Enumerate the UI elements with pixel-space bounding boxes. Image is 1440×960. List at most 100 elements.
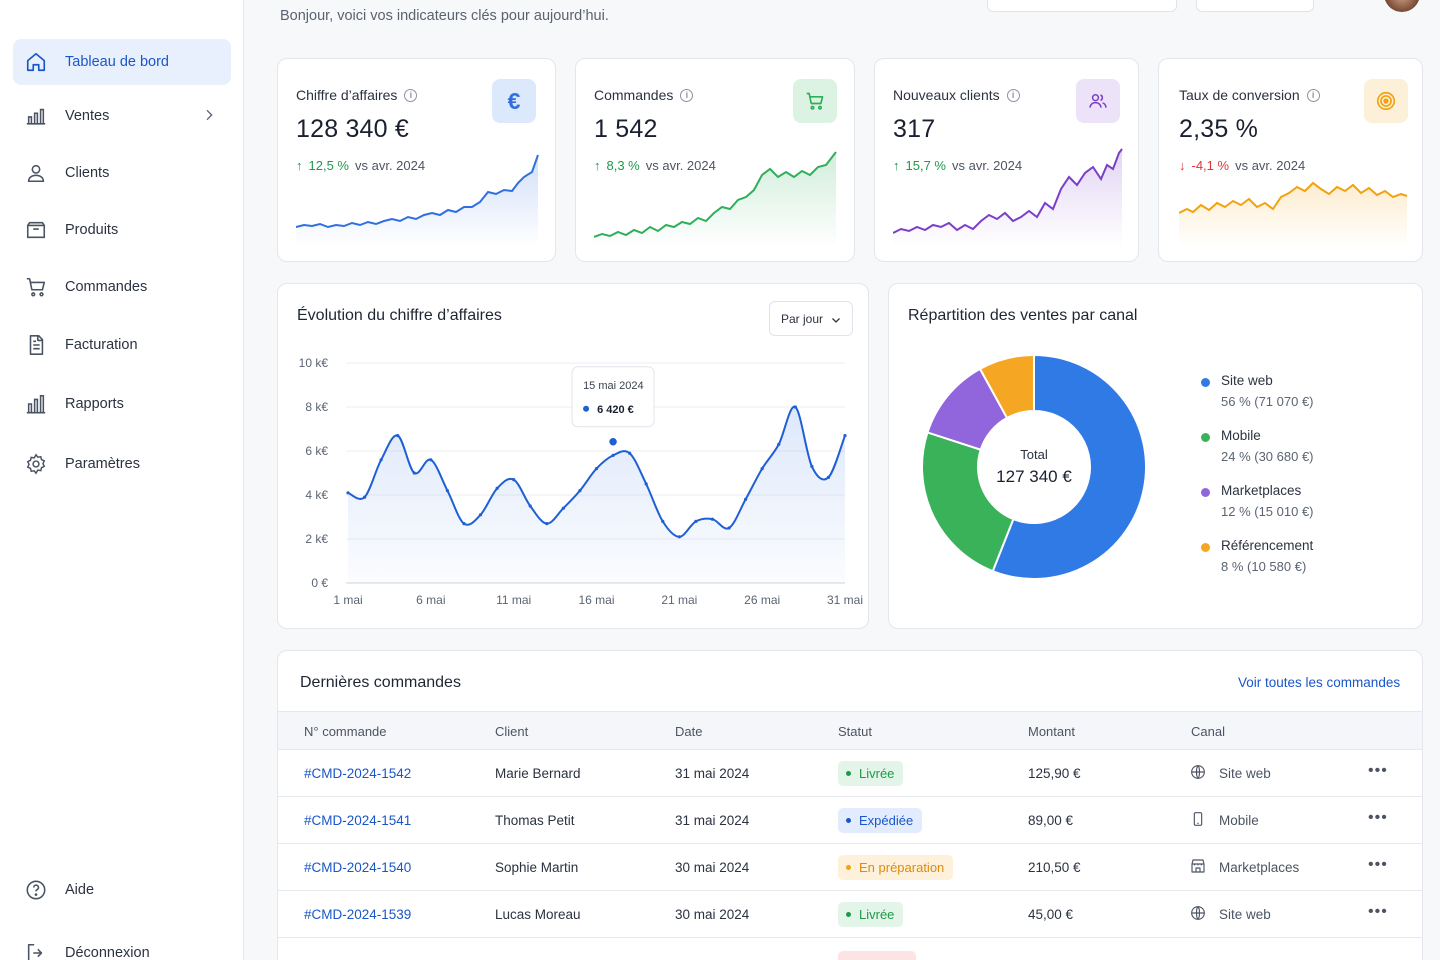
- column-header[interactable]: Date: [675, 724, 703, 739]
- sidebar-item-produits[interactable]: Produits: [13, 207, 231, 253]
- sidebar-item-parametres[interactable]: Paramètres: [13, 441, 231, 487]
- sidebar-item-label: Clients: [65, 165, 110, 181]
- sidebar-item-commandes[interactable]: Commandes: [13, 264, 231, 310]
- data-point: [727, 526, 731, 530]
- data-point: [694, 519, 698, 523]
- kpi-title: Chiffre d’affaires: [296, 87, 398, 103]
- data-point: [412, 471, 416, 475]
- table-row[interactable]: #CMD-2024-1541 Thomas Petit 31 mai 2024 …: [278, 797, 1422, 844]
- column-header[interactable]: Client: [495, 724, 529, 739]
- data-point: [578, 489, 582, 493]
- donut-slice-mobile[interactable]: [921, 431, 1015, 573]
- order-id-link[interactable]: #CMD-2024-1541: [304, 813, 412, 828]
- sidebar-item-label: Rapports: [65, 396, 124, 412]
- kpi-title: Nouveaux clients: [893, 87, 1000, 103]
- cart-icon: [25, 276, 47, 298]
- info-icon[interactable]: i: [404, 88, 418, 102]
- more-actions-icon[interactable]: •••: [1368, 809, 1388, 826]
- tooltip-box: [571, 366, 655, 428]
- data-point: [545, 522, 549, 526]
- data-point: [346, 491, 350, 495]
- order-amount: 45,00 €: [1028, 907, 1074, 922]
- sidebar-item-aide[interactable]: Aide: [13, 867, 231, 913]
- column-header[interactable]: Statut: [838, 724, 872, 739]
- table-row[interactable]: #CMD-2024-1539 Lucas Moreau 30 mai 2024 …: [278, 891, 1422, 938]
- column-header[interactable]: Montant: [1028, 724, 1075, 739]
- y-tick-label: 0 €: [311, 576, 328, 590]
- sidebar-item-label: Ventes: [65, 108, 110, 124]
- order-channel: Site web: [1219, 766, 1271, 781]
- kpi-comparison: vs avr. 2024: [951, 158, 1023, 173]
- sidebar-item-clients[interactable]: Clients: [13, 150, 231, 196]
- more-actions-icon[interactable]: •••: [1368, 903, 1388, 920]
- home-icon: [25, 51, 47, 73]
- order-id-link[interactable]: #CMD-2024-1542: [304, 766, 412, 781]
- donut-center-label: Total: [1020, 447, 1048, 462]
- order-id-link[interactable]: #CMD-2024-1540: [304, 860, 412, 875]
- data-point: [462, 522, 466, 526]
- sidebar-item-rapports[interactable]: Rapports: [13, 381, 231, 427]
- period-select[interactable]: Par jour: [769, 301, 853, 336]
- sidebar-item-facturation[interactable]: Facturation: [13, 322, 231, 368]
- order-date: 31 mai 2024: [675, 766, 750, 781]
- header-search-button[interactable]: [987, 0, 1177, 12]
- data-point: [429, 458, 433, 462]
- y-tick-label: 2 k€: [305, 532, 328, 546]
- data-point: [528, 504, 532, 508]
- document-icon: [25, 334, 47, 356]
- kpi-delta: 8,3 %: [606, 158, 640, 173]
- data-point: [478, 513, 483, 517]
- more-actions-icon[interactable]: •••: [1368, 762, 1388, 779]
- table-row-partial[interactable]: [278, 938, 1422, 960]
- data-point: [826, 475, 831, 479]
- arrow-up-icon: ↑: [296, 158, 303, 173]
- avatar[interactable]: [1384, 0, 1420, 12]
- data-point: [843, 434, 847, 438]
- donut-slice-site-web[interactable]: [991, 353, 1147, 580]
- x-tick-label: 26 mai: [744, 593, 780, 607]
- sidebar-item-tableau-de-bord[interactable]: Tableau de bord: [13, 39, 231, 85]
- sidebar-item-deconnexion[interactable]: Déconnexion: [13, 930, 231, 960]
- kpi-comparison: vs avr. 2024: [645, 158, 716, 173]
- column-header[interactable]: N° commande: [304, 724, 387, 739]
- kpi-sparkline: [1179, 181, 1408, 247]
- column-header[interactable]: Canal: [1191, 724, 1225, 739]
- more-actions-icon[interactable]: •••: [1368, 856, 1388, 873]
- sidebar-item-label: Aide: [65, 882, 95, 898]
- order-id-link[interactable]: #CMD-2024-1539: [304, 907, 412, 922]
- order-date: 30 mai 2024: [675, 907, 750, 922]
- kpi-value: 128 340 €: [296, 115, 410, 143]
- sidebar-item-label: Déconnexion: [65, 945, 150, 960]
- see-all-orders-link[interactable]: Voir toutes les commandes: [1238, 675, 1401, 690]
- order-client: Sophie Martin: [495, 860, 579, 875]
- kpi-comparison: vs avr. 2024: [354, 158, 426, 173]
- sidebar-item-ventes[interactable]: Ventes: [13, 93, 231, 139]
- data-point: [396, 434, 400, 438]
- kpi-card-conversion: Taux de conversion i 2,35 % ↓ -4,1 % vs a…: [1158, 58, 1423, 262]
- order-amount: 125,90 €: [1028, 766, 1081, 781]
- data-point: [810, 464, 814, 468]
- status-badge: Livrée: [838, 761, 904, 786]
- table-header: N° commande Client Date Statut Montant C…: [278, 711, 1422, 750]
- sidebar-item-label: Facturation: [65, 337, 138, 353]
- table-row[interactable]: #CMD-2024-1542 Marie Bernard 31 mai 2024…: [278, 750, 1422, 797]
- kpi-card-revenue: Chiffre d’affaires i € 128 340 € ↑ 12,5 %…: [277, 58, 556, 262]
- globe-icon: [1190, 764, 1206, 783]
- status-badge: [838, 951, 916, 960]
- arrow-down-icon: ↓: [1179, 158, 1186, 173]
- header-date-button[interactable]: [1196, 0, 1314, 12]
- data-point: [611, 453, 615, 457]
- info-icon[interactable]: i: [1306, 88, 1320, 102]
- data-point: [362, 495, 367, 499]
- order-channel: Site web: [1219, 907, 1271, 922]
- order-client: Marie Bernard: [495, 766, 581, 781]
- data-point: [644, 482, 648, 486]
- donut-slice-r-f-rencement[interactable]: [978, 353, 1035, 420]
- x-tick-label: 6 mai: [416, 593, 445, 607]
- table-row[interactable]: #CMD-2024-1540 Sophie Martin 30 mai 2024…: [278, 844, 1422, 891]
- info-icon[interactable]: i: [1006, 88, 1020, 102]
- chart-title: Évolution du chiffre d’affaires: [297, 307, 502, 324]
- y-tick-label: 10 k€: [299, 356, 329, 370]
- sidebar-item-label: Tableau de bord: [65, 54, 169, 70]
- info-icon[interactable]: i: [680, 88, 694, 102]
